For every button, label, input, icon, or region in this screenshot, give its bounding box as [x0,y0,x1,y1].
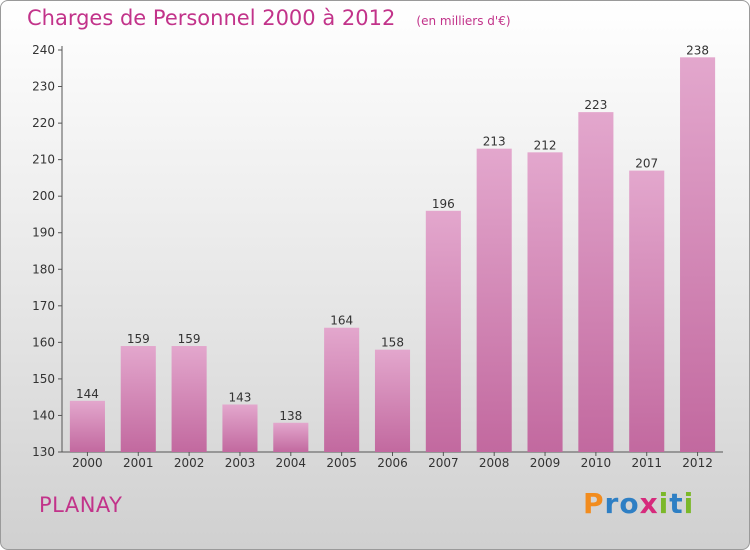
bar-2006 [374,349,411,452]
brand-letter: r [604,487,620,520]
value-label-2009: 212 [534,138,557,152]
value-label-2005: 164 [330,314,353,328]
brand-letter: i [683,487,695,520]
value-label-2010: 223 [584,98,607,112]
y-tick-label: 230 [32,80,55,94]
bar-2003 [222,404,258,452]
bar-2004 [273,422,309,452]
bar-2005 [324,327,360,452]
bars [69,57,716,453]
value-label-2000: 144 [76,387,99,401]
value-labels: 144 159 159 143 138 164 158 196 213 212 223 207 238 [76,43,709,422]
brand-letter: x [639,487,659,520]
value-label-2001: 159 [127,332,150,346]
title-row: Charges de Personnel 2000 à 2012 (en mil… [27,6,511,30]
x-tick-label: 2004 [276,456,307,470]
bar-2009 [527,152,563,452]
x-tick-label: 2002 [174,456,205,470]
bar-2007 [425,210,461,452]
y-tick-label: 180 [32,262,55,276]
brand-letter: i [658,487,670,520]
x-tick-label: 2007 [428,456,459,470]
x-tick-label: 2009 [530,456,561,470]
x-tick-label: 2012 [682,456,713,470]
y-tick-label: 220 [32,116,55,130]
value-label-2012: 238 [686,43,709,57]
x-tick-label: 2010 [581,456,612,470]
x-tick-label: 2005 [326,456,357,470]
value-label-2003: 143 [229,390,252,404]
x-tick-label: 2000 [72,456,103,470]
value-label-2011: 207 [635,157,658,171]
value-label-2008: 213 [483,135,506,149]
value-label-2002: 159 [178,332,201,346]
axes: 130 140 150 160 170 180 190 200 210 220 230 240 2000… [32,43,723,470]
y-tick-label: 130 [32,445,55,459]
bar-2001 [120,346,156,452]
y-tick-label: 170 [32,299,55,313]
x-tick-label: 2003 [225,456,256,470]
y-tick-label: 240 [32,43,55,57]
x-tick-label: 2008 [479,456,510,470]
brand-logo: Proxiti [583,487,694,520]
y-tick-label: 150 [32,372,55,386]
value-label-2007: 196 [432,197,455,211]
bar-2000 [69,400,105,452]
chart-subtitle: (en milliers d'€) [416,14,511,28]
value-label-2006: 158 [381,336,404,350]
brand-letter: t [669,487,684,520]
bar-2008 [476,148,512,452]
bar-2002 [171,346,207,452]
bar-2010 [578,112,614,453]
bar-2011 [629,170,665,452]
x-tick-label: 2001 [123,456,154,470]
y-tick-label: 210 [32,153,55,167]
value-label-2004: 138 [279,409,302,423]
x-tick-label: 2006 [377,456,408,470]
y-tick-label: 190 [32,226,55,240]
bar-2012 [680,57,716,453]
y-tick-label: 140 [32,408,55,422]
brand-letter: o [619,487,640,520]
commune-name: PLANAY [39,493,123,517]
x-tick-label: 2011 [631,456,662,470]
y-tick-label: 200 [32,189,55,203]
brand-letter: P [583,487,605,520]
chart-title: Charges de Personnel 2000 à 2012 [27,6,396,30]
y-tick-label: 160 [32,335,55,349]
